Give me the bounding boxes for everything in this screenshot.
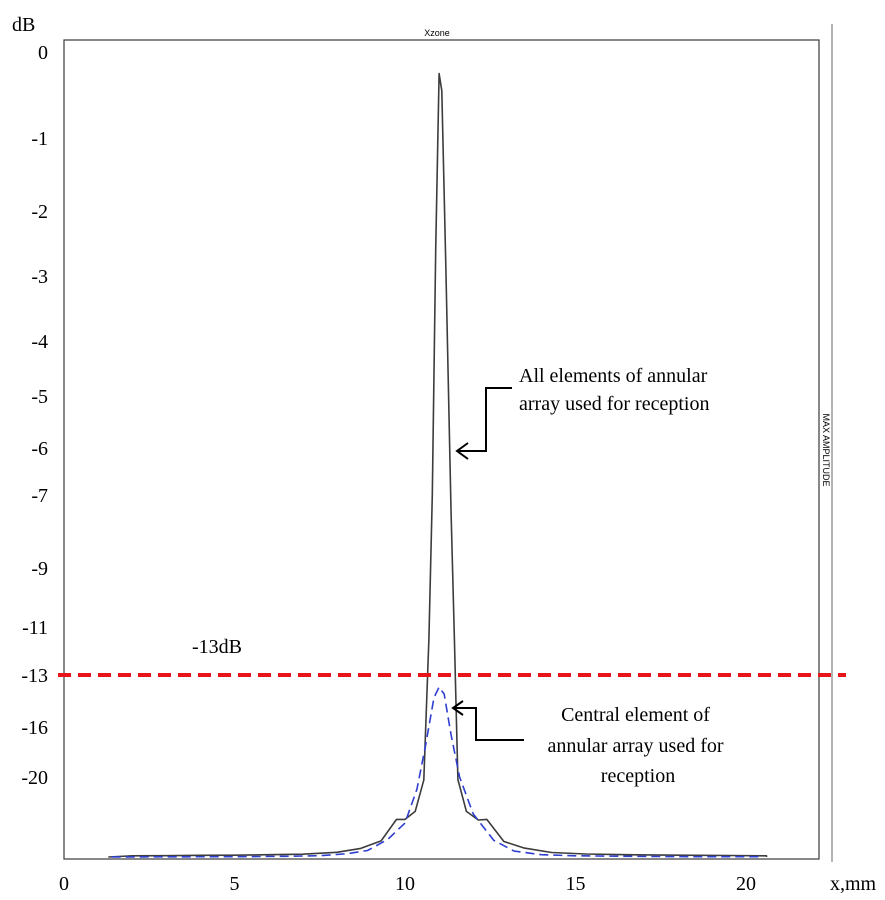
- annotation-all-line-1: All elements of annular: [519, 365, 708, 387]
- x-axis-label: x,mm: [830, 873, 877, 895]
- chart-title: Xzone: [424, 28, 450, 38]
- y-tick-label: -2: [31, 201, 48, 223]
- y-tick-label: -11: [22, 617, 48, 639]
- y-tick-label: -20: [21, 767, 48, 789]
- y-tick-label: -1: [31, 128, 48, 150]
- x-tick-label: 15: [566, 873, 586, 895]
- annotation-arrow-central: [451, 700, 524, 741]
- x-tick-label: 10: [395, 873, 415, 895]
- right-label: MAX AMPLITUDE: [821, 413, 831, 486]
- annotation-all-line-2: array used for reception: [519, 393, 709, 415]
- annotation-all-elements: All elements of annular array used for r…: [519, 365, 712, 415]
- annotation-arrow-all: [455, 387, 512, 460]
- y-tick-label: -4: [31, 331, 48, 353]
- y-tick-label: -5: [31, 386, 48, 408]
- plot-frame: [63, 39, 820, 860]
- x-tick-label: 5: [230, 873, 240, 895]
- annotation-central-line-2: annular array used for: [547, 735, 723, 757]
- y-tick-label: -7: [31, 485, 48, 507]
- series-group: [108, 72, 768, 858]
- y-tick-label: -9: [31, 558, 48, 580]
- series-all-elements-line: [108, 72, 768, 858]
- x-tick-label: 20: [736, 873, 756, 895]
- y-tick-label: -6: [31, 438, 48, 460]
- y-tick-labels: 0 -1 -2 -3 -4 -5 -6 -7 -9 -11 -13 -16 -20: [21, 42, 48, 789]
- y-tick-label: -16: [21, 717, 48, 739]
- threshold-label: -13dB: [192, 636, 242, 658]
- series-central-element-line: [111, 686, 764, 858]
- y-axis-label: dB: [12, 14, 35, 36]
- x-tick-labels: 0 5 10 15 20: [59, 873, 756, 895]
- annotation-central-element: Central element of annular array used fo…: [547, 704, 728, 787]
- x-tick-label: 0: [59, 873, 69, 895]
- y-tick-label: 0: [38, 42, 48, 64]
- y-tick-label: -13: [21, 665, 48, 687]
- annotation-central-line-1: Central element of: [561, 704, 710, 726]
- y-tick-label: -3: [31, 266, 48, 288]
- annotation-central-line-3: reception: [601, 765, 675, 787]
